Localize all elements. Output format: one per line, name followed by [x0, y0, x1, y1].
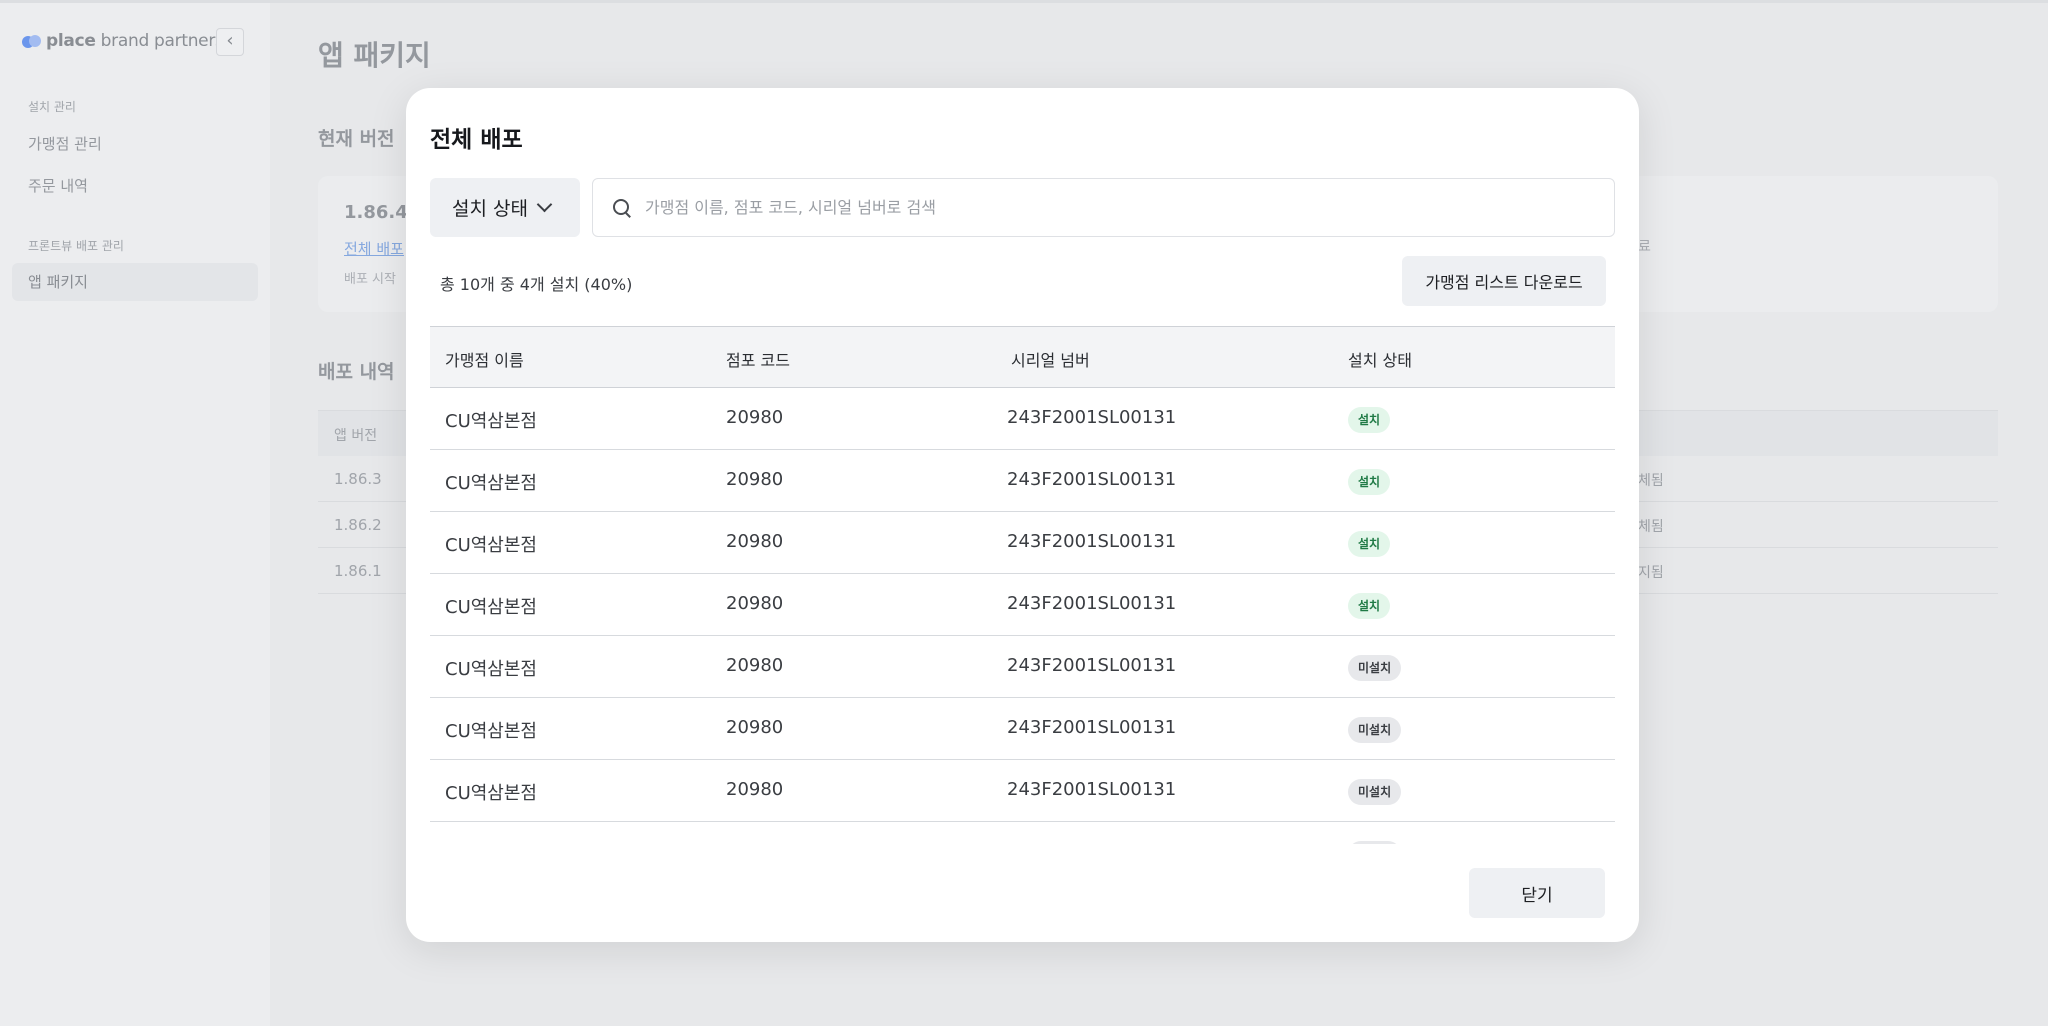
history-title: 배포 내역: [318, 361, 395, 383]
store-code: 20980: [726, 717, 784, 738]
modal-title: 전체 배포: [430, 127, 523, 153]
serial-number: 243F2001SL00131: [1007, 531, 1177, 552]
history-version: 1.86.2: [334, 516, 382, 534]
status-badge: 미설치: [1348, 717, 1402, 743]
chevron-down-icon: [538, 199, 550, 211]
table-row[interactable]: CU역삼본점 20980 243F2001SL00131 미설치: [430, 760, 1615, 822]
table-row[interactable]: CU역삼본점 20980 243F2001SL00131 설치: [430, 450, 1615, 512]
store-code: 20980: [726, 593, 784, 614]
col-serial-number: 시리얼 넘버: [1011, 351, 1090, 370]
store-code: 20980: [726, 531, 784, 552]
table-row[interactable]: CU역삼본점 20980 243F2001SL00131 설치: [430, 388, 1615, 450]
serial-number: 243F2001SL00131: [1007, 779, 1177, 800]
store-name: CU역삼본점: [445, 411, 537, 432]
sidebar-item-app-package[interactable]: 앱 패키지: [12, 263, 258, 301]
serial-number: 243F2001SL00131: [1007, 469, 1177, 490]
top-border: [0, 0, 2048, 3]
sidebar: place brand partners ‹ 설치 관리 가맹점 관리 주문 내…: [0, 3, 270, 1026]
store-name: CU역삼본점: [445, 783, 537, 804]
status-badge: 설치: [1348, 593, 1391, 619]
store-table: 가맹점 이름 점포 코드 시리얼 넘버 설치 상태 CU역삼본점 20980 243…: [430, 326, 1615, 844]
search-input[interactable]: [645, 179, 1605, 236]
install-status-filter[interactable]: 설치 상태: [430, 178, 580, 237]
brand-logo[interactable]: place brand partners: [22, 31, 224, 51]
serial-number: 243F2001SL00131: [1007, 407, 1177, 428]
store-table-header: 가맹점 이름 점포 코드 시리얼 넘버 설치 상태: [430, 326, 1615, 388]
logo-icon: [22, 33, 42, 49]
status-badge: 미설치: [1348, 655, 1402, 681]
close-button[interactable]: 닫기: [1469, 868, 1605, 918]
history-status: 체됨: [1638, 519, 1664, 535]
store-code: 20980: [726, 407, 784, 428]
serial-number: 243F2001SL00131: [1007, 593, 1177, 614]
table-row[interactable]: CU역삼본점 20980 243F2001SL00131 미설치: [430, 698, 1615, 760]
table-row[interactable]: CU역삼본점 20980 243F2001SL00131 설치: [430, 512, 1615, 574]
full-deploy-modal: 전체 배포 설치 상태 총 10개 중 4개 설치 (40%) 가맹점 리스트 …: [406, 88, 1639, 942]
current-version-sub: 배포 시작: [344, 272, 396, 287]
status-badge: 설치: [1348, 407, 1391, 433]
store-name: CU역삼본점: [445, 721, 537, 742]
nav-section-deploy: 프론트뷰 배포 관리: [28, 239, 124, 253]
store-code: 20980: [726, 841, 783, 844]
download-store-list-button[interactable]: 가맹점 리스트 다운로드: [1402, 256, 1606, 306]
col-install-status: 설치 상태: [1348, 351, 1412, 370]
current-version-title: 현재 버전: [318, 128, 395, 150]
history-status: 지됨: [1638, 565, 1664, 581]
search-box[interactable]: [592, 178, 1615, 237]
table-row[interactable]: CU역삼본점 20980 243F2001SL00131 설치: [430, 574, 1615, 636]
store-code: 20980: [726, 655, 784, 676]
history-col-version: 앱 버전: [334, 428, 378, 444]
nav-section-install: 설치 관리: [28, 100, 76, 114]
store-name: CU역삼본점: [445, 535, 537, 556]
logo-text: place brand partners: [46, 31, 224, 51]
store-code: 20980: [726, 469, 784, 490]
table-row[interactable]: CU역삼본점 20980 243F2001SL00131 미설치: [430, 822, 1615, 844]
status-badge: 미설치: [1348, 779, 1402, 805]
history-version: 1.86.1: [334, 562, 382, 580]
search-icon: [613, 199, 633, 219]
store-code: 20980: [726, 779, 784, 800]
serial-number: 243F2001SL00131: [1007, 841, 1176, 844]
status-badge: 설치: [1348, 531, 1391, 557]
current-version-status: 료: [1638, 239, 1651, 255]
history-status: 체됨: [1638, 473, 1664, 489]
store-name: CU역삼본점: [445, 659, 537, 680]
col-store-name: 가맹점 이름: [445, 351, 524, 370]
store-name: CU역삼본점: [445, 841, 537, 844]
sidebar-item-order-history[interactable]: 주문 내역: [28, 177, 88, 195]
serial-number: 243F2001SL00131: [1007, 655, 1177, 676]
chevron-left-icon: ‹: [226, 30, 234, 51]
history-version: 1.86.3: [334, 470, 382, 488]
install-summary: 총 10개 중 4개 설치 (40%): [440, 275, 633, 294]
serial-number: 243F2001SL00131: [1007, 717, 1177, 738]
status-badge: 미설치: [1348, 841, 1402, 844]
filter-label: 설치 상태: [452, 198, 528, 220]
current-version-link[interactable]: 전체 배포: [344, 240, 404, 258]
sidebar-item-store-management[interactable]: 가맹점 관리: [28, 135, 102, 153]
page-title: 앱 패키지: [318, 39, 431, 72]
sidebar-collapse-button[interactable]: ‹: [216, 28, 244, 56]
table-row[interactable]: CU역삼본점 20980 243F2001SL00131 미설치: [430, 636, 1615, 698]
store-name: CU역삼본점: [445, 473, 537, 494]
status-badge: 설치: [1348, 469, 1391, 495]
col-store-code: 점포 코드: [726, 351, 790, 370]
current-version-value: 1.86.4: [344, 202, 408, 223]
store-name: CU역삼본점: [445, 597, 537, 618]
